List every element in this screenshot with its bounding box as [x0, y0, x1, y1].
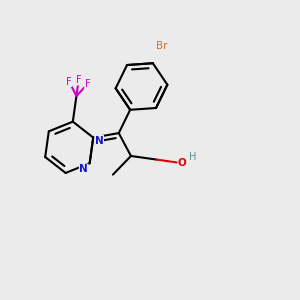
- Text: O: O: [178, 158, 187, 168]
- Text: F: F: [85, 79, 90, 89]
- Text: N: N: [95, 136, 103, 146]
- Text: F: F: [66, 76, 72, 87]
- Text: F: F: [76, 75, 82, 85]
- Text: N: N: [80, 164, 88, 174]
- Text: Br: Br: [155, 41, 167, 51]
- Text: H: H: [189, 152, 196, 162]
